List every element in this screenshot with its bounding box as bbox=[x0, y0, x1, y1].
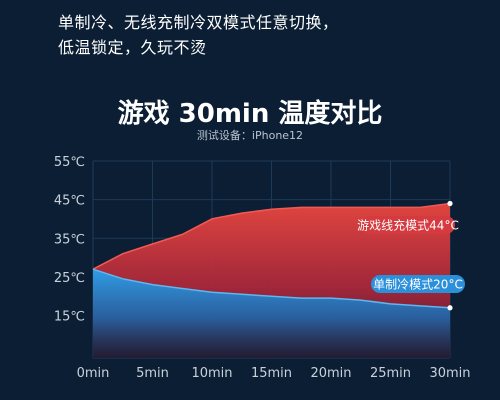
y-tick-label: 15℃ bbox=[54, 310, 85, 325]
headline-line-1: 单制冷、无线充制冷双模式任意切换， bbox=[58, 13, 339, 32]
series-line-cooling-only bbox=[92, 268, 451, 309]
x-tick-label: 0min bbox=[77, 366, 110, 381]
tick-layer: 0min 5min 10min 15min 20min 25min 30min 55℃ 45℃ 3… bbox=[54, 155, 471, 381]
series-area-cooling-only bbox=[93, 269, 450, 358]
headline-line-2: 低温锁定，久玩不烫 bbox=[58, 38, 207, 57]
x-tick-label: 5min bbox=[136, 366, 169, 381]
area-layer bbox=[92, 200, 453, 358]
x-tick-label: 25min bbox=[370, 366, 411, 381]
chart-title: 游戏 30min 温度对比 bbox=[117, 99, 383, 129]
y-tick-label: 25℃ bbox=[54, 271, 85, 286]
badge-wireless-charging: 游戏线充模式44°C bbox=[357, 216, 459, 234]
badge-wireless-charging-bg bbox=[361, 216, 455, 234]
x-tick-label: 10min bbox=[191, 366, 232, 381]
endpoint-cooling-only bbox=[447, 305, 453, 311]
badge-layer: 游戏线充模式44°C 单制冷模式20°C bbox=[357, 216, 465, 293]
y-tick-label: 45℃ bbox=[54, 194, 85, 209]
x-tick-label: 15min bbox=[251, 366, 292, 381]
x-tick-label: 30min bbox=[429, 366, 470, 381]
badge-cooling-only-bg bbox=[371, 275, 465, 293]
badge-cooling-only-label: 单制冷模式20°C bbox=[373, 278, 463, 292]
series-line-wireless-charging bbox=[92, 202, 451, 270]
y-tick-label: 55℃ bbox=[54, 155, 85, 170]
badge-cooling-only: 单制冷模式20°C bbox=[371, 275, 465, 293]
x-tick-label: 20min bbox=[310, 366, 351, 381]
y-tick-label: 35℃ bbox=[54, 232, 85, 247]
badge-wireless-charging-label: 游戏线充模式44°C bbox=[357, 218, 459, 233]
endpoint-wireless-charging bbox=[447, 200, 453, 207]
chart-subtitle: 测试设备：iPhone12 bbox=[196, 129, 304, 142]
headline: 单制冷、无线充制冷双模式任意切换， 低温锁定，久玩不烫 bbox=[58, 10, 339, 60]
